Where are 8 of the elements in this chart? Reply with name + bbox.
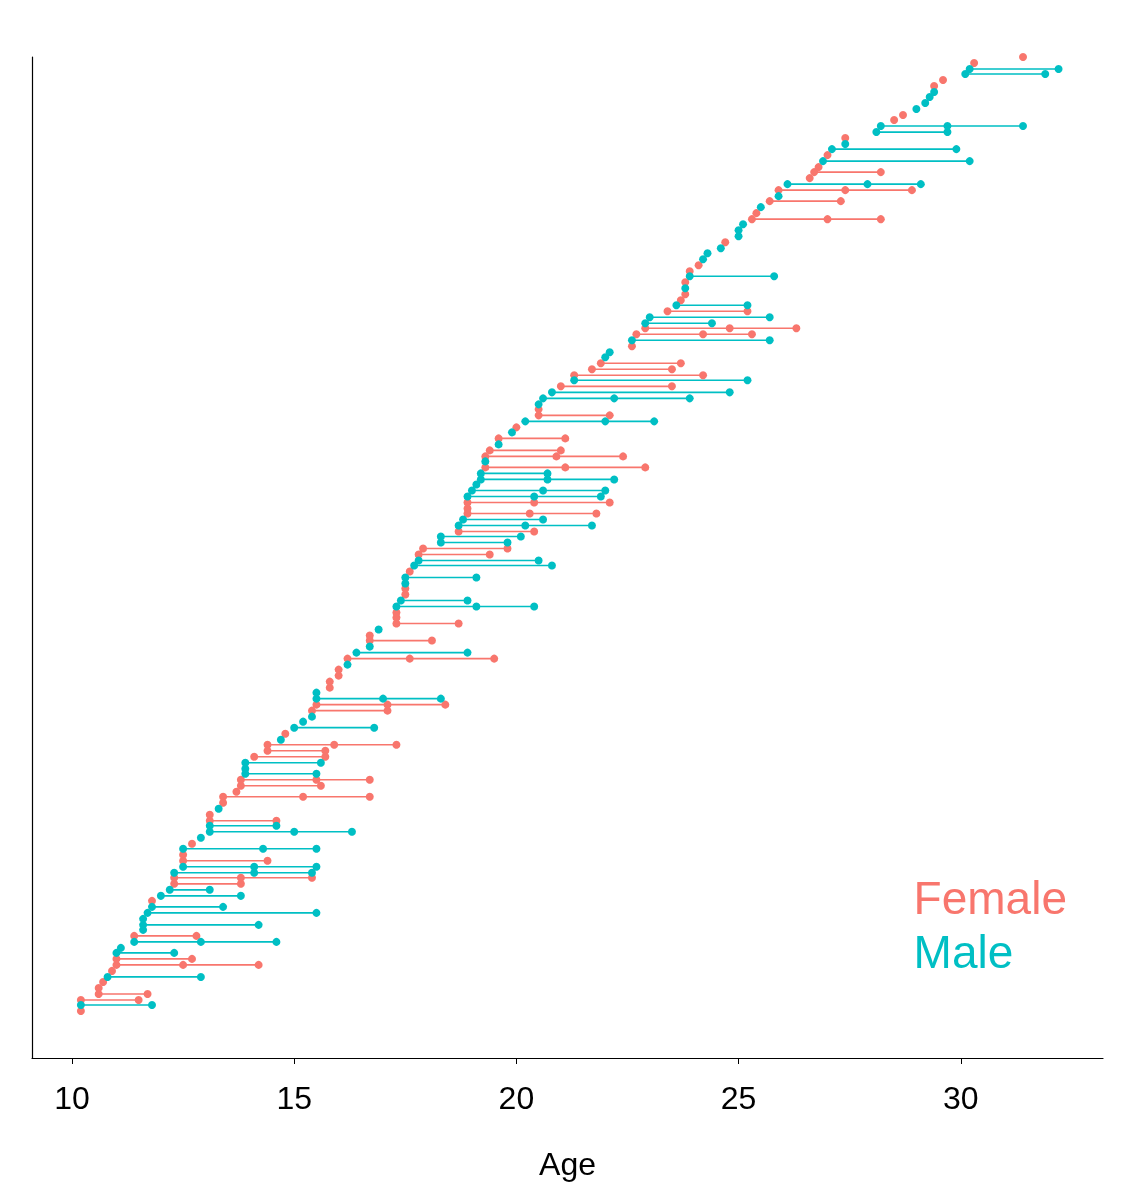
x-axis-title: Age	[539, 1146, 596, 1182]
x-tick-label: 10	[54, 1080, 90, 1116]
x-tick-label: 25	[720, 1080, 757, 1116]
x-tick-label: 20	[498, 1080, 535, 1116]
text: Female	[913, 872, 1067, 924]
text: Male	[913, 926, 1014, 978]
x-tick-label: 15	[276, 1080, 312, 1116]
x-tick-label: 30	[943, 1080, 979, 1116]
